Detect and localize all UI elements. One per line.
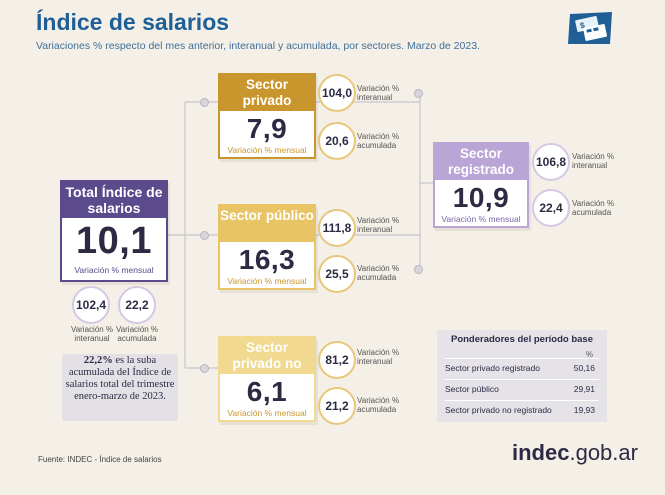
row-value: 50,16 <box>573 363 595 373</box>
note-highlight: 22,2% <box>83 355 113 366</box>
no-registrado-acumulada-label: Variación % acumulada <box>357 396 400 414</box>
table-row: Sector privado registrado 50,16 <box>445 358 599 377</box>
connector-dot <box>200 231 209 240</box>
privado-registrado-title: Sector privado registrado <box>220 75 314 124</box>
ponderadores-title: Ponderadores del período base <box>450 334 593 345</box>
no-registrado-interanual-label: Variación % interanual <box>357 348 400 366</box>
registrado-value: 10,9 <box>452 182 510 213</box>
indec-logo[interactable]: indec.gob.ar <box>512 440 638 466</box>
privado-registrado-interanual-label: Variación % interanual <box>357 84 400 102</box>
row-label: Sector privado no registrado <box>445 405 552 415</box>
table-row: Sector público 29,91 <box>445 379 599 398</box>
no-registrado-caption: Variación % mensual <box>227 408 307 418</box>
total-acumulada-circle: 22,2 <box>118 286 156 324</box>
connector-dot <box>414 89 423 98</box>
svg-text:$: $ <box>579 21 586 31</box>
registrado-card: Sector registrado 10,9 Variación % mensu… <box>433 142 529 228</box>
connector-dot <box>200 364 209 373</box>
brand-suffix: .gob.ar <box>569 440 638 465</box>
page-subtitle: Variaciones % respecto del mes anterior,… <box>36 40 480 52</box>
publico-caption: Variación % mensual <box>227 276 307 286</box>
privado-registrado-card: Sector privado registrado 7,9 Variación … <box>218 73 316 159</box>
publico-interanual-circle: 111,8 <box>318 209 356 247</box>
publico-value: 16,3 <box>238 244 296 275</box>
no-registrado-acumulada-circle: 21,2 <box>318 387 356 425</box>
no-registrado-card: Sector privado no registrado 6,1 Variaci… <box>218 336 316 422</box>
privado-registrado-acumulada-circle: 20,6 <box>318 122 356 160</box>
no-registrado-interanual-circle: 81,2 <box>318 341 356 379</box>
note-text: es la suba acumulada del Índice de salar… <box>65 355 175 402</box>
connector-dot <box>200 98 209 107</box>
privado-registrado-caption: Variación % mensual <box>227 145 307 155</box>
privado-registrado-interanual-circle: 104,0 <box>318 74 356 112</box>
row-label: Sector público <box>445 384 499 394</box>
ponderadores-table: Ponderadores del período base % Sector p… <box>437 330 607 422</box>
registrado-interanual-label: Variación % interanual <box>572 152 615 170</box>
registrado-acumulada-circle: 22,4 <box>532 189 570 227</box>
no-registrado-title: Sector privado no registrado <box>220 338 314 387</box>
brand-main: indec <box>512 440 570 465</box>
total-interanual-circle: 102,4 <box>72 286 110 324</box>
total-card-title: Total Índice de salarios <box>62 182 166 218</box>
publico-interanual-label: Variación % interanual <box>357 216 400 234</box>
table-row: Sector privado no registrado 19,93 <box>445 400 599 419</box>
no-registrado-value: 6,1 <box>246 376 288 407</box>
total-card-value: 10,1 <box>76 220 152 262</box>
registrado-acumulada-label: Variación % acumulada <box>572 199 615 217</box>
row-value: 29,91 <box>573 384 595 394</box>
publico-card: Sector público 16,3 Variación % mensual <box>218 204 316 290</box>
publico-acumulada-circle: 25,5 <box>318 255 356 293</box>
row-value: 19,93 <box>573 405 595 415</box>
total-acumulada-label: Variación % acumulada <box>115 325 159 343</box>
registrado-caption: Variación % mensual <box>441 214 521 224</box>
source-note: Fuente: INDEC - Índice de salarios <box>38 455 162 464</box>
privado-registrado-value: 7,9 <box>246 113 288 144</box>
connector-dot <box>414 265 423 274</box>
page-title: Índice de salarios <box>36 9 230 35</box>
total-interanual-label: Variación % interanual <box>70 325 114 343</box>
publico-title: Sector público <box>220 206 314 242</box>
total-card-caption: Variación % mensual <box>74 265 154 275</box>
money-calculator-icon: $ <box>568 12 612 44</box>
registrado-title: Sector registrado <box>435 144 527 180</box>
privado-registrado-acumulada-label: Variación % acumulada <box>357 132 400 150</box>
publico-acumulada-label: Variación % acumulada <box>357 264 400 282</box>
ponderadores-unit: % <box>585 350 593 359</box>
row-label: Sector privado registrado <box>445 363 540 373</box>
registrado-interanual-circle: 106,8 <box>532 143 570 181</box>
accumulated-note: 22,2% es la suba acumulada del Índice de… <box>62 354 178 421</box>
total-card: Total Índice de salarios 10,1 Variación … <box>60 180 168 282</box>
